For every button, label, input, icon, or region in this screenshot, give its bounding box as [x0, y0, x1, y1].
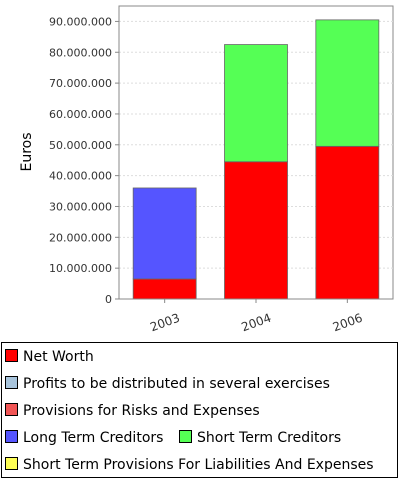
legend-swatch [5, 430, 18, 443]
bar-segment [224, 44, 288, 163]
y-axis-title: Euros [19, 132, 35, 171]
y-tick-label: 80.000.000 [49, 46, 112, 59]
y-tick-label: 90.000.000 [49, 15, 112, 28]
y-tick-label: 0 [105, 293, 112, 306]
x-tick-label: 2003 [148, 311, 181, 335]
legend-label: Net Worth [23, 349, 94, 365]
y-tick-label: 60.000.000 [49, 108, 112, 121]
x-tick-label: 2004 [240, 311, 273, 335]
bar-segment [315, 145, 380, 300]
bar-segment [132, 187, 197, 280]
legend-item: Net Worth [5, 347, 94, 367]
y-tick-label: 70.000.000 [49, 77, 112, 90]
legend-label: Short Term Creditors [197, 430, 342, 446]
y-tick-label: 30.000.000 [49, 200, 112, 213]
y-tick-label: 50.000.000 [49, 139, 112, 152]
legend-label: Long Term Creditors [23, 430, 164, 446]
y-tick-label: 40.000.000 [49, 170, 112, 183]
legend-label: Short Term Provisions For Liabilities An… [23, 457, 374, 473]
legend-item: Profits to be distributed in several exe… [5, 374, 330, 394]
bar-segment [132, 278, 197, 300]
legend-label: Profits to be distributed in several exe… [23, 376, 330, 392]
bar-segment [224, 161, 288, 300]
legend-item: Provisions for Risks and Expenses [5, 401, 260, 421]
legend-swatch [5, 376, 18, 389]
legend: Net Worth Profits to be distributed in se… [1, 342, 398, 478]
x-tick-label: 2006 [331, 311, 364, 335]
legend-swatch [5, 349, 18, 362]
legend-swatch [5, 457, 18, 470]
stacked-bar-chart: 0 10.000.000 20.000.000 30.000.000 40.000.00… [19, 5, 394, 335]
legend-swatch [5, 403, 18, 416]
legend-item: Short Term Provisions For Liabilities An… [5, 455, 374, 475]
legend-item: Short Term Creditors [179, 428, 341, 448]
legend-item: Long Term Creditors [5, 428, 163, 448]
legend-swatch [179, 430, 192, 443]
y-tick-label: 10.000.000 [49, 262, 112, 275]
legend-label: Provisions for Risks and Expenses [23, 403, 260, 419]
bar-segment [315, 19, 380, 147]
y-tick-label: 20.000.000 [49, 231, 112, 244]
